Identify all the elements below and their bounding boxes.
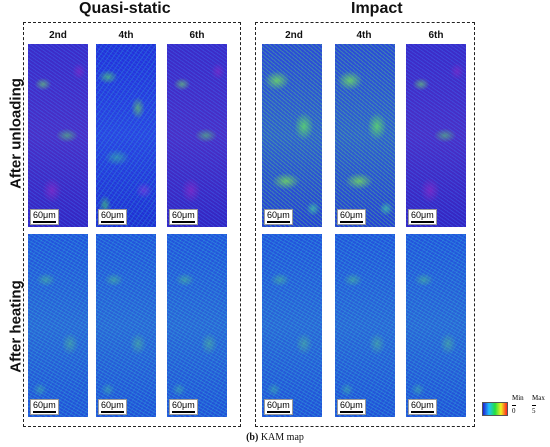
scale-bar: 60μm [98, 399, 127, 415]
kam-map-qs-2nd-heating: 60μm [28, 234, 88, 417]
scale-bar: 60μm [169, 209, 198, 225]
scale-bar-label: 60μm [101, 400, 124, 410]
row-label-after-unloading: After unloading [7, 78, 25, 189]
group-title-quasi-static: Quasi-static [79, 0, 171, 17]
scale-bar: 60μm [337, 209, 366, 225]
scale-bar: 60μm [98, 209, 127, 225]
kam-map-impact-2nd-unloading: 60μm [262, 44, 322, 227]
scale-bar: 60μm [169, 399, 198, 415]
scale-bar: 60μm [408, 209, 437, 225]
col-label-qs-6th: 6th [189, 30, 205, 41]
quasi-static-panel [23, 22, 241, 427]
kam-map-qs-6th-heating: 60μm [167, 234, 227, 417]
scale-bar-label: 60μm [172, 210, 195, 220]
col-label-qs-4th: 4th [118, 30, 134, 41]
legend-min-label: Min [512, 394, 524, 402]
legend-min-value: 0 [512, 405, 516, 415]
kam-map-qs-4th-heating: 60μm [96, 234, 156, 417]
scale-bar-label: 60μm [172, 400, 195, 410]
legend-max-value: 5 [532, 405, 536, 415]
kam-map-qs-4th-unloading: 60μm [96, 44, 156, 227]
scale-bar-label: 60μm [101, 210, 124, 220]
color-scale-swatch [482, 402, 508, 416]
kam-map-impact-6th-heating: 60μm [406, 234, 466, 417]
row-label-after-heating: After heating [7, 280, 25, 373]
scale-bar-label: 60μm [267, 400, 290, 410]
caption-text: KAM map [260, 432, 304, 443]
scale-bar-label: 60μm [340, 400, 363, 410]
col-label-impact-4th: 4th [356, 30, 372, 41]
scale-bar: 60μm [30, 209, 59, 225]
scale-bar-label: 60μm [33, 210, 56, 220]
kam-map-impact-4th-unloading: 60μm [335, 44, 395, 227]
scale-bar-label: 60μm [411, 400, 434, 410]
scale-bar-label: 60μm [267, 210, 290, 220]
group-title-impact: Impact [351, 0, 403, 17]
scale-bar: 60μm [408, 399, 437, 415]
scale-bar: 60μm [337, 399, 366, 415]
impact-panel [255, 22, 475, 427]
scale-bar: 60μm [264, 399, 293, 415]
scale-bar: 60μm [30, 399, 59, 415]
kam-map-impact-4th-heating: 60μm [335, 234, 395, 417]
kam-map-qs-6th-unloading: 60μm [167, 44, 227, 227]
kam-map-impact-6th-unloading: 60μm [406, 44, 466, 227]
col-label-qs-2nd: 2nd [49, 30, 67, 41]
scale-bar-label: 60μm [33, 400, 56, 410]
col-label-impact-6th: 6th [428, 30, 444, 41]
kam-map-qs-2nd-unloading: 60μm [28, 44, 88, 227]
caption-prefix: (b) [246, 432, 259, 443]
legend-max-label: Max [532, 394, 545, 402]
col-label-impact-2nd: 2nd [285, 30, 303, 41]
scale-bar: 60μm [264, 209, 293, 225]
kam-map-impact-2nd-heating: 60μm [262, 234, 322, 417]
scale-bar-label: 60μm [411, 210, 434, 220]
scale-bar-label: 60μm [340, 210, 363, 220]
figure-caption: (b) KAM map [0, 432, 550, 443]
